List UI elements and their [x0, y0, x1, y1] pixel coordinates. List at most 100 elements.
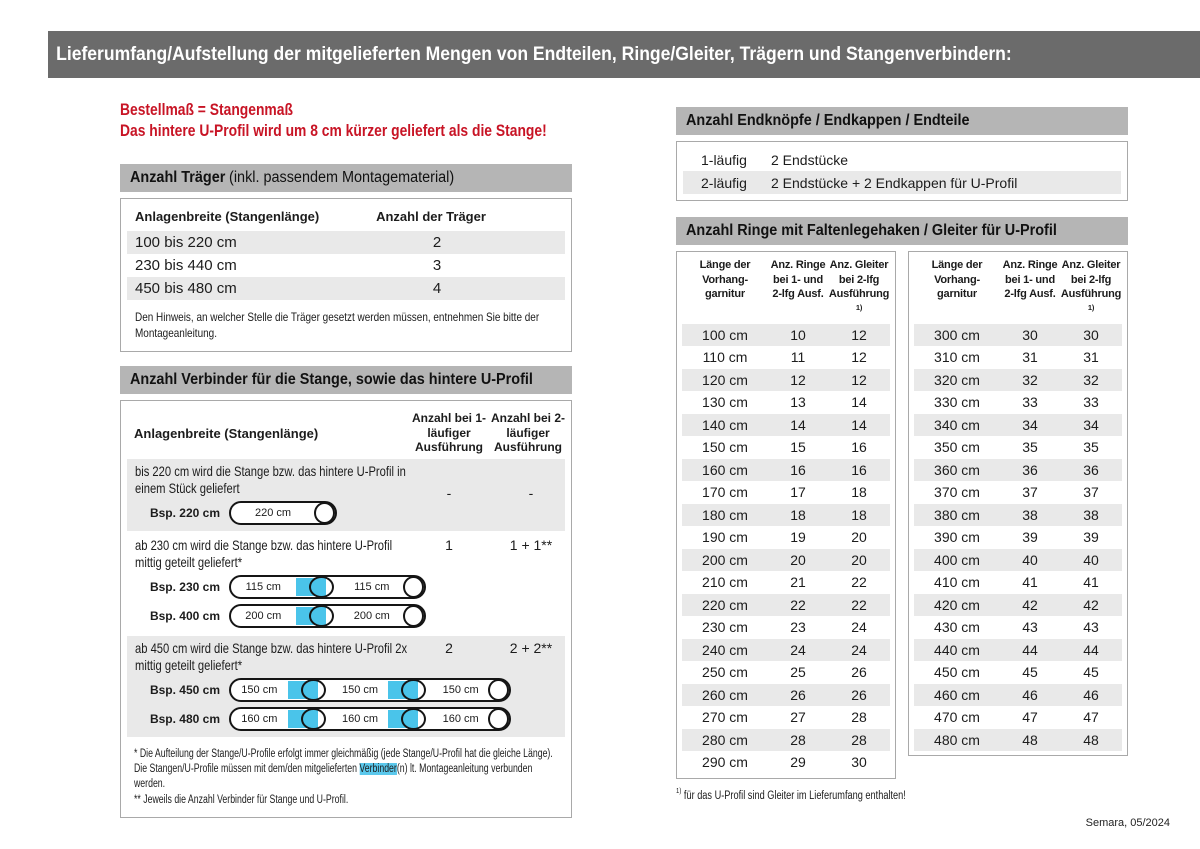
gleiter-count: 24 — [851, 641, 867, 658]
ring-length: 210 cm — [702, 574, 748, 591]
ring-row: 150 cm 15 16 — [682, 436, 890, 459]
rod-endcap — [403, 576, 424, 598]
gleiter-count: 18 — [851, 506, 867, 523]
traeger-row: 450 bis 480 cm 4 — [127, 277, 565, 300]
traeger-table: Anlagenbreite (Stangenlänge) Anzahl der … — [120, 198, 572, 352]
ring-col-header: Anz. Gleiter bei 2-lfg Ausführung 1) — [1060, 258, 1122, 320]
header-line: Anz. Ringe — [770, 259, 826, 271]
rod-junction — [295, 605, 340, 627]
ring-count: 33 — [1022, 394, 1038, 411]
section-header-verbinder: Anzahl Verbinder für die Stange, sowie d… — [120, 366, 572, 394]
gleiter-count: 28 — [851, 731, 867, 748]
rod-diagram: 115 cm 115 cm — [229, 575, 426, 599]
gleiter-count: 41 — [1083, 574, 1099, 591]
ring-count: 22 — [790, 596, 806, 613]
ring-count: 20 — [790, 551, 806, 568]
rod-endcap — [403, 605, 424, 627]
ring-length: 420 cm — [934, 596, 980, 613]
verbinder-row-text: ab 230 cm wird die Stange bzw. das hinte… — [135, 537, 393, 570]
rod-junction — [388, 708, 432, 730]
rod-example: Bsp. 220 cm 220 cm — [127, 500, 565, 526]
gleiter-count: 35 — [1083, 439, 1099, 456]
gleiter-count: 46 — [1083, 686, 1099, 703]
ring-count: 39 — [1022, 529, 1038, 546]
traeger-col-anlagenbreite: Anlagenbreite (Stangenlänge) — [135, 209, 320, 224]
verbinder-table-head: Anlagenbreite (Stangenlänge) Anzahl bei … — [121, 409, 571, 457]
gleiter-count: 34 — [1083, 416, 1099, 433]
endteile-title: Anzahl Endknöpfe / Endkappen / Endteile — [686, 112, 970, 129]
ring-length: 120 cm — [702, 371, 748, 388]
ring-row: 160 cm 16 16 — [682, 458, 890, 482]
rod-example-label: Bsp. 230 cm — [149, 580, 220, 594]
verbinder-rows: bis 220 cm wird die Stange bzw. das hint… — [121, 459, 571, 737]
junction-ellipse-icon — [401, 708, 427, 730]
ring-col-header: Anz. Ringe bei 1- und 2-lfg Ausf. — [768, 258, 828, 320]
ring-row: 180 cm 18 18 — [682, 503, 890, 527]
gleiter-count: 20 — [851, 529, 867, 546]
left-column: Bestellmaß = Stangenmaß Das hintere U-Pr… — [120, 100, 572, 818]
traeger-range: 230 bis 440 cm — [135, 257, 237, 274]
gleiter-count: 16 — [851, 461, 867, 478]
traeger-count: 4 — [432, 280, 442, 297]
ring-length: 250 cm — [702, 664, 748, 681]
gleiter-count: 30 — [1083, 326, 1099, 343]
ring-length: 290 cm — [702, 754, 748, 771]
ring-count: 37 — [1022, 484, 1038, 501]
traeger-title: Anzahl Träger — [130, 169, 226, 186]
traeger-note: Den Hinweis, an welcher Stelle die Träge… — [135, 310, 540, 340]
gleiter-count: 39 — [1083, 529, 1099, 546]
ring-count: 44 — [1022, 641, 1038, 658]
ring-length: 370 cm — [934, 484, 980, 501]
junction-ellipse-icon — [308, 605, 334, 627]
ring-length: 480 cm — [934, 731, 980, 748]
ring-count: 11 — [790, 349, 806, 366]
ring-row: 390 cm 39 39 — [914, 526, 1122, 549]
ring-length: 140 cm — [702, 416, 748, 433]
ring-length: 330 cm — [934, 394, 980, 411]
junction-ellipse-icon — [401, 679, 427, 701]
ring-count: 30 — [1022, 326, 1038, 343]
ring-count: 40 — [1022, 551, 1038, 568]
verbinder-row: ab 230 cm wird die Stange bzw. das hinte… — [127, 533, 565, 634]
gleiter-count: 40 — [1083, 551, 1099, 568]
gleiter-count: 36 — [1083, 461, 1099, 478]
notice-line-2: Das hintere U-Profil wird um 8 cm kürzer… — [120, 122, 547, 140]
gleiter-count: 37 — [1083, 484, 1099, 501]
ring-length: 220 cm — [702, 596, 748, 613]
ring-row: 110 cm 11 12 — [682, 346, 890, 369]
rod-example-label: Bsp. 480 cm — [149, 712, 220, 726]
header-line: garnitur — [705, 288, 745, 300]
ring-length: 310 cm — [934, 349, 980, 366]
ring-count: 27 — [790, 709, 806, 726]
footnote-marker: 1) — [676, 785, 682, 795]
ring-length: 380 cm — [934, 506, 980, 523]
traeger-range: 450 bis 480 cm — [135, 280, 237, 297]
rod-segment-label: 150 cm — [442, 684, 479, 696]
rod-example: Bsp. 480 cm 160 cm 160 cm 160 cm — [127, 706, 565, 732]
rod-endcap — [488, 708, 510, 730]
ring-row: 200 cm 20 20 — [682, 548, 890, 572]
ring-row: 430 cm 43 43 — [914, 616, 1122, 639]
ring-length: 130 cm — [702, 394, 748, 411]
ring-row: 270 cm 27 28 — [682, 706, 890, 729]
rod-segment-label: 150 cm — [241, 684, 278, 696]
rod-junction — [287, 708, 332, 730]
ring-col-header: Anz. Gleiter bei 2-lfg Ausführung 1) — [828, 258, 890, 320]
ring-row: 380 cm 38 38 — [914, 503, 1122, 527]
qty-1laeufig: 1 — [445, 537, 453, 553]
gleiter-count: 31 — [1083, 349, 1099, 366]
ring-row: 260 cm 26 26 — [682, 683, 890, 707]
title-bar: Lieferumfang/Aufstellung der mitgeliefer… — [48, 31, 1200, 78]
rod-segment-label: 200 cm — [353, 610, 390, 622]
footnote-marker: 1) — [1087, 302, 1095, 312]
gleiter-count: 22 — [851, 596, 867, 613]
order-size-notice: Bestellmaß = Stangenmaß Das hintere U-Pr… — [120, 100, 572, 142]
endteile-table: 1-läufig 2 Endstücke 2-läufig 2 Endstücke +… — [676, 141, 1128, 201]
gleiter-count: 28 — [851, 709, 867, 726]
ring-count: 41 — [1022, 574, 1038, 591]
gleiter-count: 42 — [1083, 596, 1099, 613]
junction-ellipse-icon — [308, 576, 334, 598]
endteile-row: 1-läufig 2 Endstücke — [683, 148, 1121, 171]
header-line: 2-lfg Ausf. — [1004, 288, 1056, 300]
header-line: bei 2-lfg — [838, 273, 880, 286]
